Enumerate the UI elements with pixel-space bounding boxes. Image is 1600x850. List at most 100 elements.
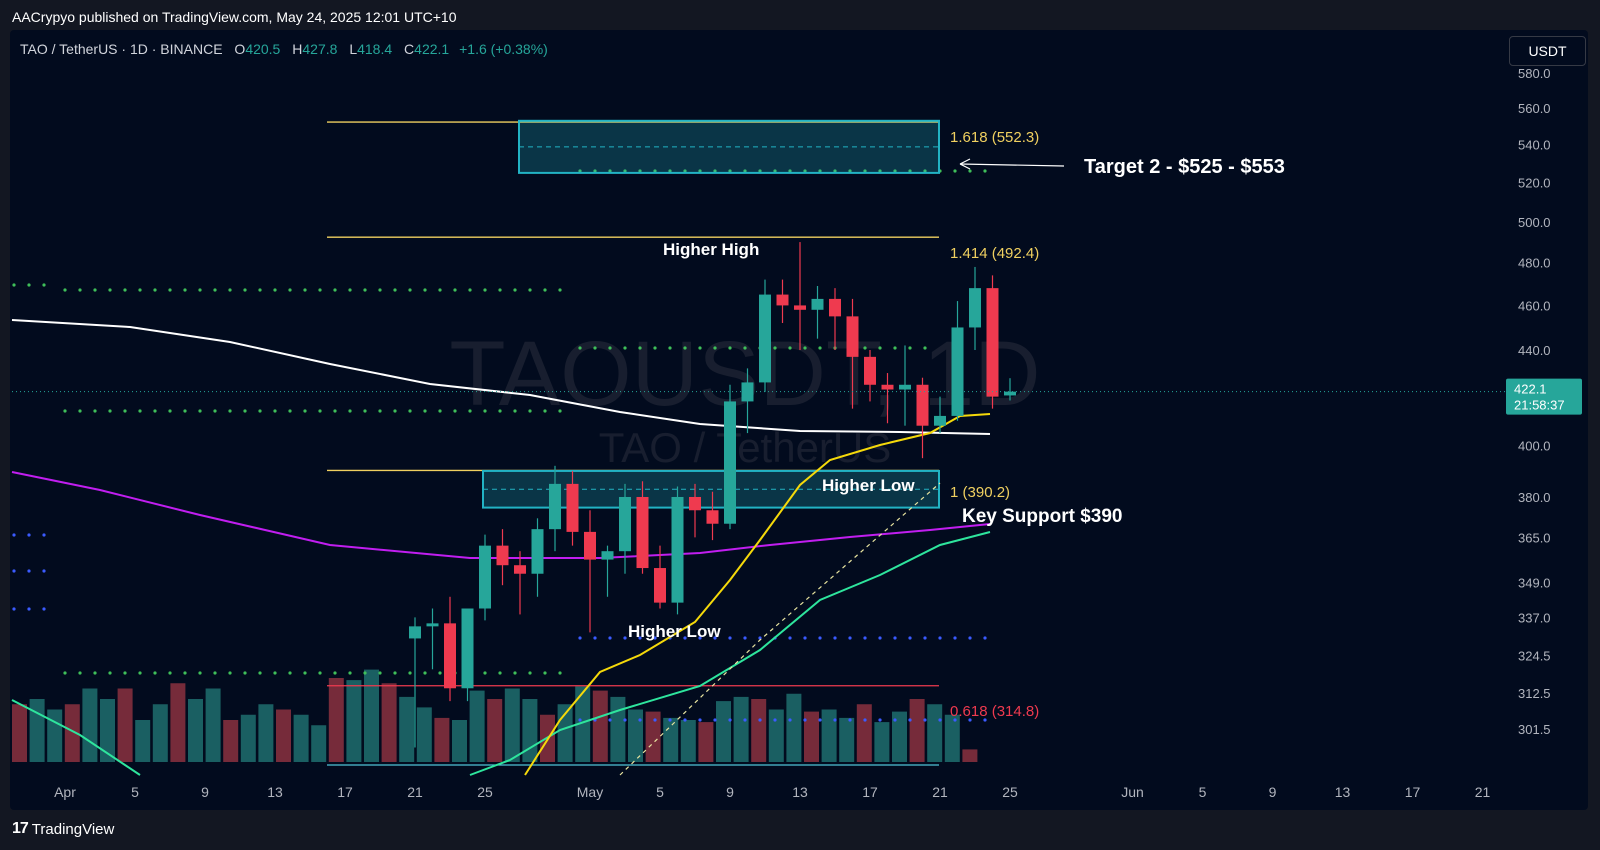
candle-body xyxy=(794,305,806,310)
currency-button[interactable]: USDT xyxy=(1509,36,1586,66)
pivot-dot xyxy=(593,346,597,350)
volume-bar xyxy=(628,709,643,762)
pivot-dot xyxy=(273,671,277,675)
price-tick-label: 500.0 xyxy=(1518,215,1551,230)
volume-bar xyxy=(434,717,450,762)
time-tick-label: 21 xyxy=(932,784,948,800)
pivot-dot xyxy=(578,169,582,173)
pivot-dot xyxy=(698,718,702,722)
pivot-dot xyxy=(713,718,717,722)
pivot-dot xyxy=(78,409,82,413)
pivot-dot xyxy=(968,169,972,173)
volume-bar xyxy=(399,696,415,762)
pivot-dot xyxy=(653,169,657,173)
pivot-dot xyxy=(623,169,627,173)
time-tick-label: 9 xyxy=(201,784,209,800)
pivot-dot xyxy=(483,409,487,413)
tradingview-logo[interactable]: 17 TradingView xyxy=(12,820,114,838)
volume-bar xyxy=(117,688,133,762)
pivot-dot xyxy=(758,169,762,173)
pivot-dot xyxy=(153,671,157,675)
pivot-dot xyxy=(423,671,427,675)
volume-bar xyxy=(592,690,608,762)
change-value: +1.6 (+0.38%) xyxy=(459,41,548,57)
pivot-dot xyxy=(12,533,16,537)
price-tick-label: 337.0 xyxy=(1518,610,1551,625)
volume-bar xyxy=(610,696,626,762)
price-tick-label: 400.0 xyxy=(1518,439,1551,454)
chart-frame[interactable] xyxy=(10,30,1588,810)
pivot-dot xyxy=(108,409,112,413)
pivot-dot xyxy=(983,636,987,640)
pivot-dot xyxy=(528,409,532,413)
pivot-dot xyxy=(348,671,352,675)
open-label: O xyxy=(234,41,246,57)
candle-body xyxy=(776,294,789,306)
pivot-dot xyxy=(908,346,912,350)
price-tick-label: 324.5 xyxy=(1518,648,1551,663)
pivot-dot xyxy=(543,409,547,413)
volume-bar xyxy=(100,699,115,762)
pivot-dot xyxy=(213,671,217,675)
candle-body xyxy=(601,551,614,560)
ema-yellow-line xyxy=(524,413,991,776)
pivot-dot xyxy=(893,169,897,173)
pivot-dot xyxy=(743,169,747,173)
pivot-dot xyxy=(513,409,517,413)
fib-label: 1.618 (552.3) xyxy=(950,129,1039,146)
pivot-dot xyxy=(528,288,532,292)
pivot-dot xyxy=(12,607,16,611)
close-value: 422.1 xyxy=(414,41,450,57)
candle-body xyxy=(689,496,701,511)
pivot-dot xyxy=(953,169,957,173)
pivot-dot xyxy=(168,409,172,413)
candle-body xyxy=(951,327,964,416)
candle-body xyxy=(741,382,754,402)
pivot-dot xyxy=(543,671,547,675)
pivot-dot xyxy=(168,288,172,292)
pivot-dot xyxy=(378,409,382,413)
pivot-dot xyxy=(468,409,472,413)
time-tick-label: 17 xyxy=(862,784,878,800)
candle-body xyxy=(619,496,631,552)
pivot-dot xyxy=(818,718,822,722)
pivot-dot xyxy=(78,288,82,292)
pivot-dot xyxy=(923,636,927,640)
pivot-dot xyxy=(743,718,747,722)
pivot-dot xyxy=(27,607,31,611)
pivot-dot xyxy=(893,636,897,640)
time-tick-label: 17 xyxy=(1405,784,1421,800)
annotation-label: Higher Low xyxy=(822,476,915,495)
symbol-name: TAO / TetherUS · 1D · BINANCE xyxy=(20,41,223,57)
pivot-dot xyxy=(848,636,852,640)
pivot-dot xyxy=(438,671,442,675)
ema-white-line xyxy=(11,319,991,435)
volume-bar xyxy=(786,693,802,762)
pivot-dot xyxy=(953,718,957,722)
volume-bar xyxy=(804,711,819,762)
pivot-dot xyxy=(728,636,732,640)
candle-body xyxy=(759,294,771,383)
candle-body xyxy=(409,626,421,639)
pivot-dot xyxy=(593,636,597,640)
pivot-dot xyxy=(638,346,642,350)
pivot-dot xyxy=(653,718,657,722)
pivot-dot xyxy=(93,671,97,675)
volume-bar xyxy=(170,683,186,762)
volume-bar xyxy=(663,717,679,762)
pivot-dot xyxy=(623,636,627,640)
tradingview-brand: TradingView xyxy=(31,820,115,838)
pivot-dot xyxy=(743,346,747,350)
time-tick-label: 17 xyxy=(337,784,353,800)
pivot-dot xyxy=(758,718,762,722)
pivot-dot xyxy=(623,346,627,350)
pivot-dot xyxy=(923,346,927,350)
pivot-dot xyxy=(743,636,747,640)
pivot-dot xyxy=(788,169,792,173)
pivot-dot xyxy=(213,409,217,413)
pivot-dot xyxy=(93,288,97,292)
publisher-line: AACrypyo published on TradingView.com, M… xyxy=(12,9,457,25)
pivot-dot xyxy=(198,409,202,413)
pivot-dot xyxy=(423,288,427,292)
